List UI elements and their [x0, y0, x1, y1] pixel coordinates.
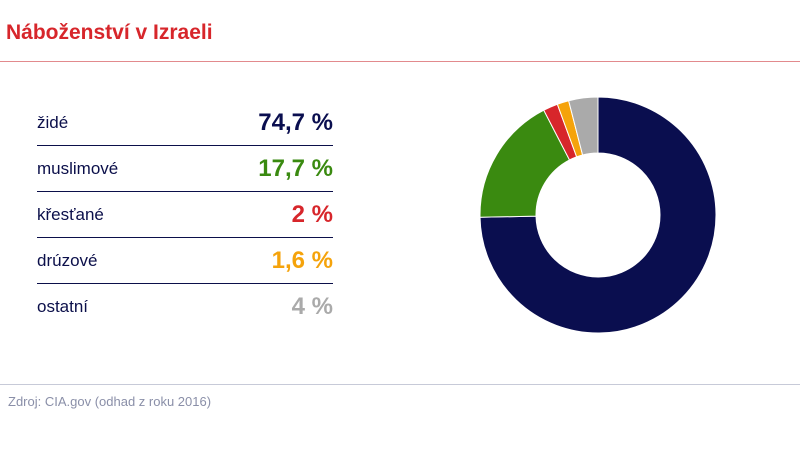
- legend: židé 74,7 % muslimové 17,7 % křesťané 2 …: [37, 100, 333, 330]
- legend-value: 1,6 %: [271, 246, 333, 274]
- donut-slice-1: [479, 96, 717, 334]
- legend-label: ostatní: [37, 297, 89, 316]
- legend-row-krestane: křesťané 2 %: [37, 192, 333, 238]
- legend-value: 4 %: [291, 293, 333, 320]
- donut-slice-5: [568, 96, 599, 156]
- source-note: Zdroj: CIA.gov (odhad z roku 2016): [8, 394, 212, 409]
- donut-chart: [479, 96, 717, 334]
- legend-row-zide: židé 74,7 %: [37, 100, 333, 146]
- legend-row-muslimove: muslimové 17,7 %: [37, 146, 333, 192]
- legend-row-druzove: drúzové 1,6 %: [37, 238, 333, 284]
- legend-value: 17,7 %: [258, 154, 333, 182]
- legend-value: 74,7 %: [258, 108, 333, 136]
- legend-label: židé: [37, 112, 69, 132]
- legend-label: drúzové: [37, 250, 98, 270]
- legend-value: 2 %: [291, 200, 333, 228]
- legend-label: křesťané: [37, 204, 104, 224]
- legend-label: muslimové: [37, 158, 119, 178]
- chart-title: Náboženství v Izraeli: [6, 21, 213, 44]
- title-divider: [0, 61, 800, 62]
- footer-divider: [0, 384, 800, 385]
- legend-row-ostatni: ostatní 4 %: [37, 284, 333, 330]
